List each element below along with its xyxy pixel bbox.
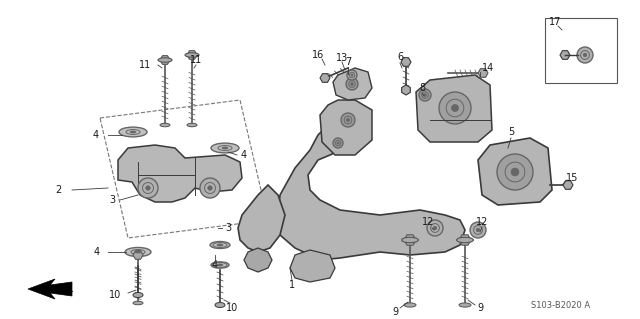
Ellipse shape bbox=[215, 302, 225, 308]
Circle shape bbox=[146, 186, 150, 190]
Circle shape bbox=[208, 186, 212, 190]
Circle shape bbox=[439, 92, 471, 124]
Text: 12: 12 bbox=[422, 217, 434, 227]
Polygon shape bbox=[160, 56, 170, 64]
Ellipse shape bbox=[217, 264, 223, 266]
Text: 4: 4 bbox=[93, 130, 99, 140]
Ellipse shape bbox=[125, 248, 151, 256]
Polygon shape bbox=[278, 125, 465, 260]
Polygon shape bbox=[290, 250, 335, 282]
Polygon shape bbox=[320, 100, 372, 155]
Ellipse shape bbox=[404, 303, 416, 307]
Polygon shape bbox=[404, 235, 416, 245]
Circle shape bbox=[346, 118, 349, 122]
Ellipse shape bbox=[456, 237, 474, 243]
Polygon shape bbox=[28, 279, 72, 299]
Circle shape bbox=[347, 70, 357, 80]
Text: 1: 1 bbox=[289, 280, 295, 290]
Text: 15: 15 bbox=[566, 173, 578, 183]
Text: 12: 12 bbox=[476, 217, 488, 227]
Circle shape bbox=[419, 89, 431, 101]
Circle shape bbox=[497, 154, 533, 190]
Text: 7: 7 bbox=[345, 57, 351, 67]
Ellipse shape bbox=[187, 123, 197, 127]
Circle shape bbox=[451, 105, 458, 112]
Ellipse shape bbox=[402, 237, 419, 243]
Circle shape bbox=[351, 83, 353, 85]
Ellipse shape bbox=[119, 127, 147, 137]
Polygon shape bbox=[459, 235, 471, 245]
Circle shape bbox=[583, 53, 587, 57]
Text: 3: 3 bbox=[225, 223, 231, 233]
Polygon shape bbox=[560, 51, 570, 59]
Circle shape bbox=[476, 228, 480, 232]
Polygon shape bbox=[118, 145, 242, 202]
Text: 9: 9 bbox=[477, 303, 483, 313]
Text: 11: 11 bbox=[139, 60, 151, 70]
Ellipse shape bbox=[133, 301, 143, 305]
Polygon shape bbox=[416, 75, 492, 142]
Circle shape bbox=[433, 226, 436, 230]
Circle shape bbox=[333, 138, 343, 148]
Text: FR.: FR. bbox=[58, 286, 74, 294]
Circle shape bbox=[138, 178, 158, 198]
Ellipse shape bbox=[217, 244, 223, 246]
Circle shape bbox=[337, 142, 339, 144]
Text: 8: 8 bbox=[419, 83, 425, 93]
Ellipse shape bbox=[133, 293, 143, 298]
Ellipse shape bbox=[160, 123, 170, 127]
Circle shape bbox=[427, 220, 443, 236]
Ellipse shape bbox=[459, 303, 471, 307]
Ellipse shape bbox=[130, 131, 136, 133]
Text: 4: 4 bbox=[94, 247, 100, 257]
Ellipse shape bbox=[158, 58, 172, 62]
Polygon shape bbox=[187, 51, 197, 59]
Text: 16: 16 bbox=[312, 50, 324, 60]
Text: 14: 14 bbox=[482, 63, 494, 73]
Polygon shape bbox=[478, 69, 488, 77]
Circle shape bbox=[470, 222, 486, 238]
Text: 4: 4 bbox=[212, 260, 218, 270]
Text: 6: 6 bbox=[397, 52, 403, 62]
Text: S103-B2020 A: S103-B2020 A bbox=[531, 300, 590, 309]
Text: 11: 11 bbox=[190, 55, 202, 65]
Circle shape bbox=[577, 47, 593, 63]
Text: 4: 4 bbox=[241, 150, 247, 160]
Circle shape bbox=[341, 113, 355, 127]
Circle shape bbox=[351, 74, 353, 76]
Polygon shape bbox=[244, 248, 272, 272]
Circle shape bbox=[200, 178, 220, 198]
Circle shape bbox=[511, 168, 519, 176]
Ellipse shape bbox=[210, 241, 230, 249]
Polygon shape bbox=[238, 185, 285, 252]
Polygon shape bbox=[320, 74, 330, 82]
Ellipse shape bbox=[211, 143, 239, 153]
Polygon shape bbox=[133, 251, 143, 259]
Text: 17: 17 bbox=[549, 17, 561, 27]
Polygon shape bbox=[402, 85, 410, 95]
Ellipse shape bbox=[135, 251, 141, 253]
Text: 3: 3 bbox=[109, 195, 115, 205]
Polygon shape bbox=[478, 138, 552, 205]
Circle shape bbox=[346, 78, 358, 90]
Polygon shape bbox=[333, 68, 372, 100]
Text: 9: 9 bbox=[392, 307, 398, 317]
Polygon shape bbox=[563, 181, 573, 189]
Polygon shape bbox=[401, 58, 411, 66]
Circle shape bbox=[424, 94, 426, 96]
Ellipse shape bbox=[211, 262, 229, 268]
Ellipse shape bbox=[222, 147, 228, 149]
Text: 10: 10 bbox=[226, 303, 238, 313]
Ellipse shape bbox=[185, 53, 199, 57]
Text: 5: 5 bbox=[508, 127, 514, 137]
Text: 10: 10 bbox=[109, 290, 121, 300]
Text: 13: 13 bbox=[336, 53, 348, 63]
Bar bbox=[545, 18, 617, 83]
Text: 2: 2 bbox=[55, 185, 61, 195]
